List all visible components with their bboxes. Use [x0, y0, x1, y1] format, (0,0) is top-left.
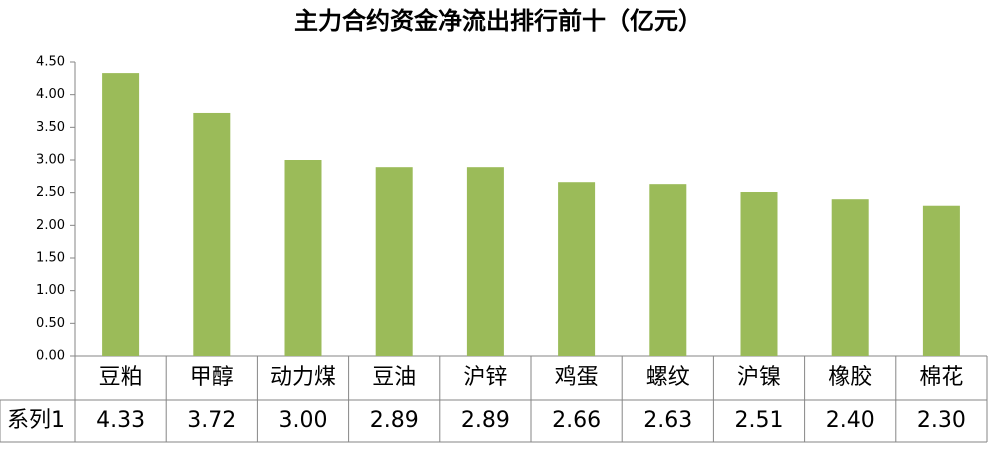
x-tick-label: 豆粕	[99, 365, 143, 390]
bar	[740, 192, 778, 356]
x-tick-label: 甲醇	[190, 365, 234, 390]
value-label: 4.33	[96, 408, 145, 433]
value-label: 2.89	[370, 408, 419, 433]
value-label: 3.72	[187, 408, 236, 433]
x-tick-label: 动力煤	[270, 365, 336, 390]
bar	[102, 73, 140, 357]
bar	[375, 167, 413, 356]
value-label: 2.51	[735, 408, 784, 433]
bar	[831, 199, 869, 356]
y-tick-label: 1.50	[36, 251, 65, 266]
x-tick-label: 棉花	[919, 365, 963, 390]
y-tick-label: 0.00	[36, 349, 65, 364]
y-tick-label: 3.00	[36, 153, 65, 168]
legend-label: 系列1	[7, 408, 65, 433]
chart-title: 主力合约资金净流出排行前十（亿元）	[294, 7, 702, 35]
x-tick-label: 橡胶	[828, 365, 872, 390]
value-label: 2.40	[826, 408, 875, 433]
y-tick-label: 4.00	[36, 87, 65, 102]
bar	[466, 167, 504, 356]
y-tick-label: 3.50	[36, 120, 65, 135]
x-tick-label: 螺纹	[646, 365, 690, 390]
x-tick-label: 沪镍	[737, 365, 781, 390]
y-tick-label: 2.00	[36, 218, 65, 233]
y-tick-label: 2.50	[36, 185, 65, 200]
y-tick-label: 1.00	[36, 283, 65, 298]
value-label: 2.63	[643, 408, 692, 433]
bar	[558, 182, 596, 356]
y-tick-label: 0.50	[36, 316, 65, 331]
bar	[922, 205, 960, 356]
bar	[193, 112, 231, 357]
value-label: 2.66	[552, 408, 601, 433]
value-label: 3.00	[279, 408, 328, 433]
bar	[649, 184, 687, 356]
bar	[284, 160, 322, 356]
value-label: 2.89	[461, 408, 510, 433]
value-label: 2.30	[917, 408, 966, 433]
x-tick-label: 豆油	[372, 365, 416, 390]
x-tick-label: 鸡蛋	[555, 365, 599, 390]
x-tick-label: 沪锌	[463, 365, 507, 390]
y-tick-label: 4.50	[36, 55, 65, 70]
